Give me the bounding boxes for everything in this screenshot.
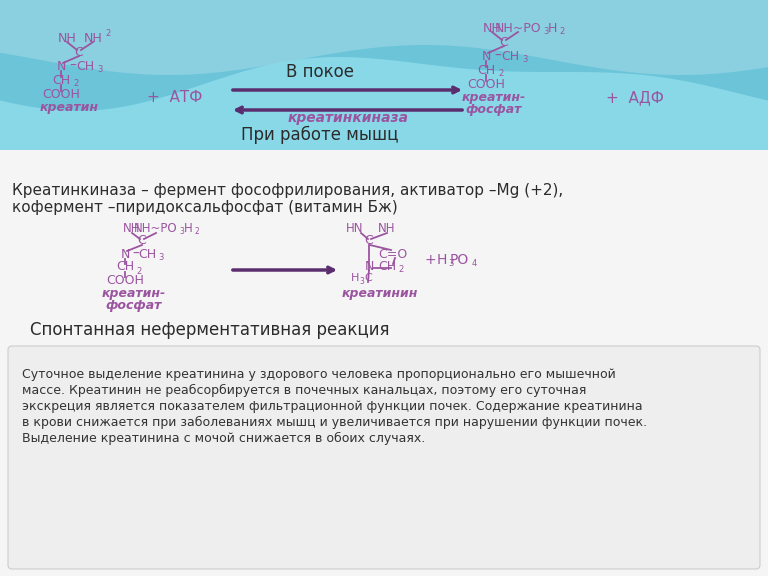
Text: 2: 2 <box>105 29 111 39</box>
Text: экскреция является показателем фильтрационной функции почек. Содержание креатини: экскреция является показателем фильтраци… <box>22 400 643 413</box>
Text: C: C <box>137 234 147 248</box>
Text: +: + <box>424 253 435 267</box>
Text: NH~PO: NH~PO <box>495 21 541 35</box>
Text: NH: NH <box>379 222 396 234</box>
Text: При работе мышц: При работе мышц <box>241 126 399 144</box>
Text: креатинкиназа: креатинкиназа <box>287 111 409 125</box>
Text: –: – <box>133 247 140 261</box>
Text: C: C <box>74 46 84 59</box>
Text: 3: 3 <box>449 260 454 268</box>
Text: C: C <box>500 36 508 48</box>
Text: 2: 2 <box>74 79 78 89</box>
Text: Выделение креатинина с мочой снижается в обоих случаях.: Выделение креатинина с мочой снижается в… <box>22 432 425 445</box>
Text: C: C <box>365 234 373 248</box>
Text: NH: NH <box>482 21 502 35</box>
Text: 3: 3 <box>98 66 103 74</box>
Text: креатинин: креатинин <box>342 287 419 301</box>
Text: Креатинкиназа – фермент фософрилирования, активатор –Mg (+2),: Креатинкиназа – фермент фософрилирования… <box>12 183 563 198</box>
Text: CH: CH <box>52 74 70 86</box>
Text: массе. Креатинин не реабсорбируется в почечных канальцах, поэтому его суточная: массе. Креатинин не реабсорбируется в по… <box>22 384 587 397</box>
Text: H: H <box>548 21 557 35</box>
Text: CH: CH <box>138 248 156 260</box>
FancyBboxPatch shape <box>0 0 768 200</box>
Text: NH: NH <box>123 222 141 234</box>
Text: NH: NH <box>58 32 76 44</box>
Text: креатин-: креатин- <box>102 287 166 301</box>
Text: 4: 4 <box>472 260 477 268</box>
Text: N: N <box>364 260 374 272</box>
Text: NH~PO: NH~PO <box>134 222 178 234</box>
Text: CH: CH <box>76 59 94 73</box>
Text: COOH: COOH <box>42 88 80 100</box>
Text: H: H <box>351 273 359 283</box>
Text: фосфат: фосфат <box>466 104 522 116</box>
FancyBboxPatch shape <box>8 346 760 569</box>
Text: CH: CH <box>501 50 519 63</box>
Text: N: N <box>56 59 66 73</box>
Text: N: N <box>482 50 491 63</box>
Text: фосфат: фосфат <box>106 300 162 313</box>
Text: COOH: COOH <box>467 78 505 90</box>
Text: H: H <box>184 222 192 234</box>
Text: 2: 2 <box>399 266 404 275</box>
Text: кофермент –пиридоксальфосфат (витамин Бж): кофермент –пиридоксальфосфат (витамин Бж… <box>12 200 398 215</box>
Text: +  АТФ: + АТФ <box>147 90 203 105</box>
Text: –: – <box>70 59 77 73</box>
Polygon shape <box>0 0 768 173</box>
Text: C: C <box>364 273 372 283</box>
Text: –: – <box>495 49 502 63</box>
Text: CH: CH <box>477 63 495 77</box>
Text: 3: 3 <box>180 228 184 237</box>
Text: 2: 2 <box>137 267 141 275</box>
FancyBboxPatch shape <box>0 150 768 576</box>
Text: 2: 2 <box>559 28 564 36</box>
Text: +  АДФ: + АДФ <box>606 90 664 105</box>
Text: Суточное выделение креатинина у здорового человека пропорционально его мышечной: Суточное выделение креатинина у здоровог… <box>22 368 616 381</box>
Text: 2: 2 <box>194 228 200 237</box>
Text: креатин-: креатин- <box>462 92 526 104</box>
Text: в крови снижается при заболеваниях мышц и увеличивается при нарушении функции по: в крови снижается при заболеваниях мышц … <box>22 416 647 429</box>
Text: NH: NH <box>84 32 102 44</box>
Text: N: N <box>121 248 130 260</box>
Text: PO: PO <box>449 253 468 267</box>
Text: креатин: креатин <box>39 101 98 115</box>
Text: HN: HN <box>346 222 364 234</box>
Text: 3: 3 <box>522 55 528 65</box>
Text: 3: 3 <box>158 253 164 263</box>
Text: 2: 2 <box>498 70 504 78</box>
Polygon shape <box>0 0 768 111</box>
Text: Спонтанная неферментативная реакция: Спонтанная неферментативная реакция <box>30 321 389 339</box>
Polygon shape <box>0 0 768 75</box>
Text: CH: CH <box>378 260 396 272</box>
Text: 3: 3 <box>543 28 548 36</box>
Text: C=O: C=O <box>379 248 408 260</box>
Text: В покое: В покое <box>286 63 354 81</box>
Text: 3: 3 <box>359 278 365 286</box>
Text: CH: CH <box>116 260 134 274</box>
Text: COOH: COOH <box>106 274 144 286</box>
Text: H: H <box>437 253 447 267</box>
